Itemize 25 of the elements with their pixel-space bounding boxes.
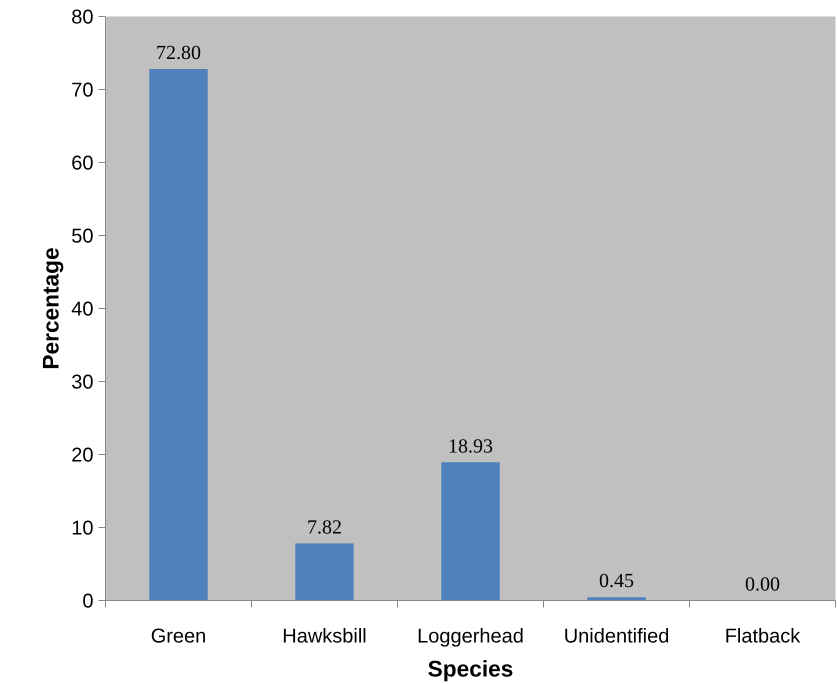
data-label: 7.82	[307, 516, 342, 538]
x-tick-label: Flatback	[724, 626, 802, 648]
y-tick-label: 70	[71, 80, 94, 102]
x-tick-label: Green	[150, 626, 206, 648]
y-tick-label: 40	[71, 298, 94, 320]
y-axis-title: Percentage	[37, 247, 64, 370]
y-tick-label: 30	[71, 372, 94, 394]
x-tick-label: Loggerhead	[417, 626, 524, 648]
y-tick-label: 20	[71, 444, 94, 466]
x-tick-label: Unidentified	[564, 626, 670, 648]
data-label: 0.00	[745, 574, 780, 596]
y-tick-label: 10	[71, 518, 94, 540]
x-tick-label: Hawksbill	[282, 626, 367, 648]
y-tick-label: 60	[71, 152, 94, 174]
data-label: 72.80	[156, 42, 201, 64]
y-tick-label: 50	[71, 226, 94, 248]
bar	[149, 69, 208, 600]
y-tick-label: 0	[82, 590, 94, 612]
x-axis-title: Species	[428, 656, 514, 682]
bar	[441, 462, 500, 600]
data-label: 0.45	[599, 570, 634, 592]
y-tick-label: 80	[71, 6, 94, 28]
data-label: 18.93	[448, 435, 493, 458]
bar	[587, 597, 646, 600]
bar	[295, 543, 354, 600]
